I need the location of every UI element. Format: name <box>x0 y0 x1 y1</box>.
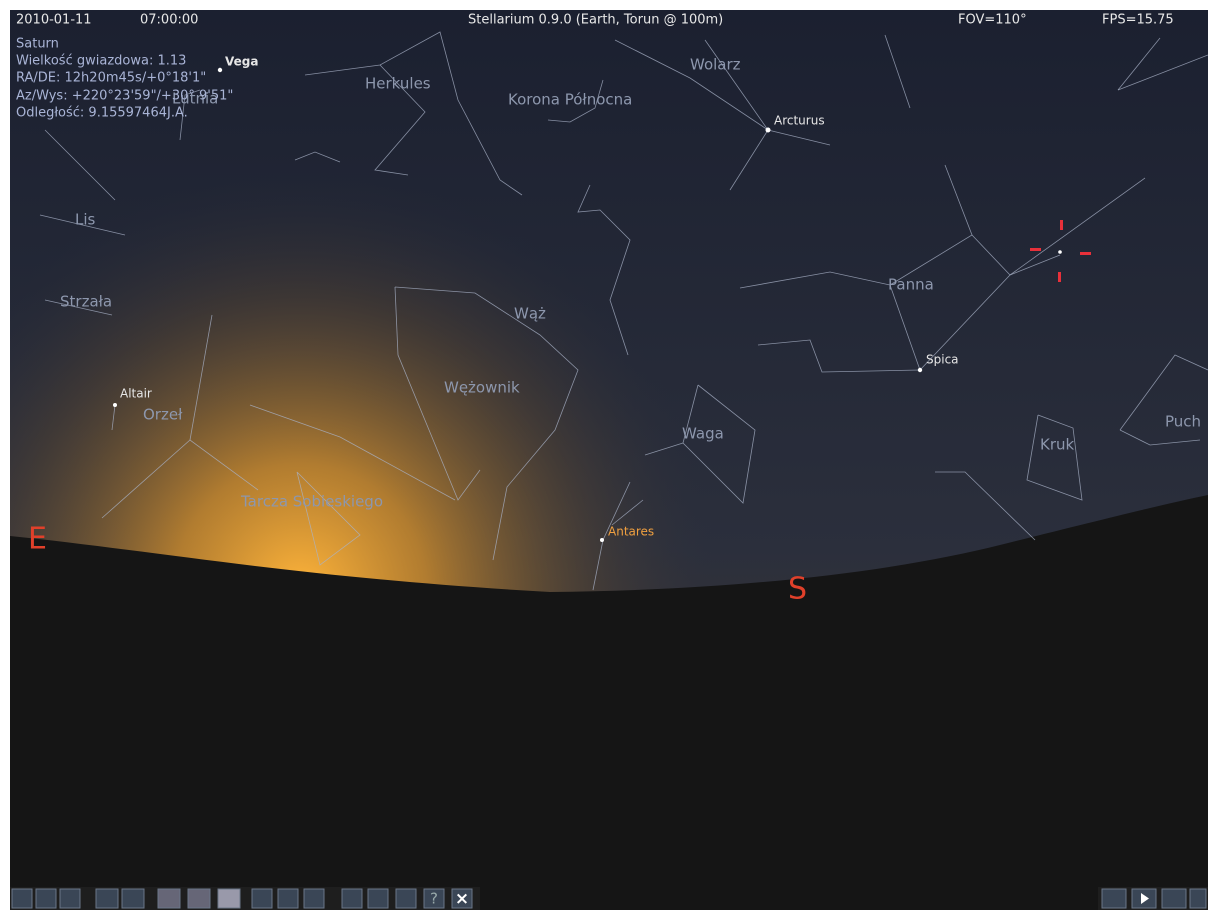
star-name: Arcturus <box>774 114 825 128</box>
extra-button[interactable] <box>1190 889 1206 908</box>
constellation-name: Strzała <box>60 293 112 311</box>
toolbar-button[interactable] <box>12 889 32 908</box>
stellarium-window: Herkules Korona Północna Wolarz Lis Strz… <box>0 0 1208 910</box>
toolbar-button[interactable] <box>158 889 180 908</box>
star-name: Antares <box>608 525 654 539</box>
constellation-name: Orzeł <box>143 406 183 424</box>
constellation-name: Wolarz <box>690 56 741 74</box>
toolbar-button[interactable] <box>368 889 388 908</box>
toolbar-button[interactable] <box>188 889 210 908</box>
date: 2010-01-11 <box>16 13 92 28</box>
cardinal-point: E <box>28 522 47 557</box>
toolbar-button[interactable] <box>396 889 416 908</box>
help-button[interactable]: ? <box>430 890 438 908</box>
constellation-name: Wężownik <box>444 379 520 397</box>
toolbar-button[interactable] <box>218 889 240 908</box>
toolbar-button[interactable] <box>60 889 80 908</box>
constellation-name: Korona Północna <box>508 91 632 109</box>
object-name: Saturn <box>16 37 59 52</box>
object-magnitude: Wielkość gwiazdowa: 1.13 <box>16 54 186 69</box>
fov: FOV=110° <box>958 13 1027 28</box>
constellation-name: Waga <box>682 425 724 443</box>
toolbar-button[interactable] <box>342 889 362 908</box>
forward-button[interactable] <box>1162 889 1186 908</box>
star-name: Altair <box>120 387 152 401</box>
constellation-name: Tarcza Sobieskiego <box>240 493 383 511</box>
constellation-name: Puch <box>1165 413 1201 431</box>
toolbar-button[interactable] <box>96 889 118 908</box>
app-title: Stellarium 0.9.0 (Earth, Torun @ 100m) <box>468 13 723 28</box>
cardinal-point: S <box>788 572 807 607</box>
fps: FPS=15.75 <box>1102 13 1174 28</box>
toolbar-button[interactable] <box>278 889 298 908</box>
toolbar-button[interactable] <box>36 889 56 908</box>
constellation-name: Herkules <box>365 75 431 93</box>
constellation-name: Panna <box>888 276 934 294</box>
object-ra-dec: RA/DE: 12h20m45s/+0°18'1" <box>16 71 206 86</box>
object-distance: Odległość: 9.15597464J.A. <box>16 106 188 121</box>
constellation-name: Kruk <box>1040 436 1075 454</box>
constellation-name: Wąż <box>514 305 546 323</box>
constellation-name: Lis <box>75 211 96 229</box>
object-az-alt: Az/Wys: +220°23'59"/+30° 9'51" <box>16 89 233 104</box>
star-name: Vega <box>225 55 258 69</box>
rewind-button[interactable] <box>1102 889 1126 908</box>
time: 07:00:00 <box>140 13 198 28</box>
star-name: Spica <box>926 353 959 367</box>
toolbar-button[interactable] <box>304 889 324 908</box>
toolbar-button[interactable] <box>122 889 144 908</box>
close-button[interactable]: × <box>455 889 469 909</box>
toolbar-button[interactable] <box>252 889 272 908</box>
